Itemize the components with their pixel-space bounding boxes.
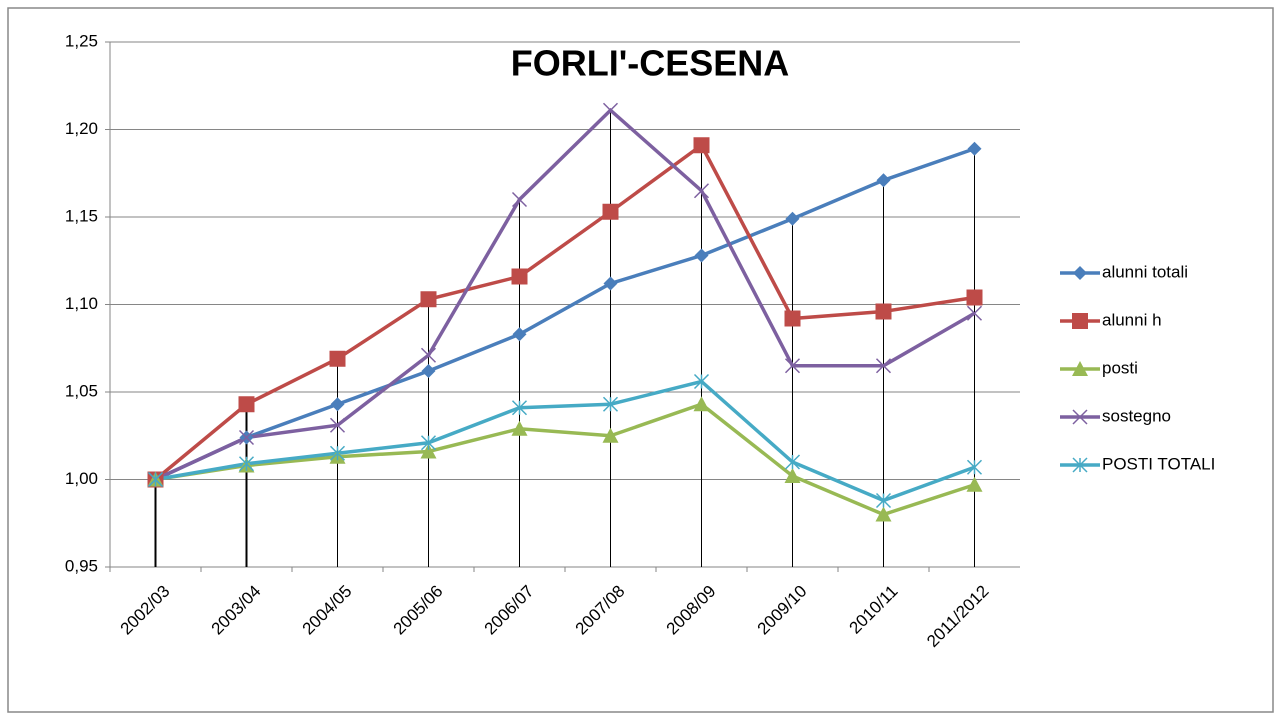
- point: [966, 476, 983, 492]
- legend-marker: [1072, 361, 1088, 376]
- point: [238, 396, 255, 413]
- legend-label: alunni h: [1102, 310, 1162, 329]
- point: [785, 211, 800, 226]
- point: [967, 141, 982, 156]
- point: [602, 427, 619, 443]
- series-line: [154, 147, 976, 482]
- point: [875, 303, 892, 320]
- point: [329, 350, 346, 367]
- point: [966, 305, 983, 321]
- point: [238, 456, 255, 472]
- point: [421, 364, 436, 378]
- point: [693, 373, 710, 390]
- series-line: [154, 142, 975, 481]
- y-tick-label: 1,20: [65, 119, 98, 138]
- point: [693, 396, 710, 412]
- point: [238, 429, 255, 446]
- chart-border: [7, 7, 1274, 713]
- legend-label: sostegno: [1102, 406, 1171, 425]
- y-tick-label: 1,15: [65, 206, 98, 225]
- legend-marker: [1073, 266, 1087, 280]
- point: [330, 397, 345, 412]
- point: [693, 137, 710, 154]
- point: [784, 468, 801, 483]
- point: [511, 268, 528, 285]
- point: [876, 173, 891, 188]
- y-tick-label: 1,10: [65, 294, 98, 313]
- point: [875, 492, 892, 509]
- point: [694, 248, 709, 263]
- series-line: [155, 379, 976, 503]
- point: [511, 420, 528, 436]
- point: [420, 347, 437, 363]
- point: [966, 289, 983, 306]
- point: [784, 310, 801, 327]
- series-line: [154, 107, 976, 482]
- y-tick-label: 1,00: [65, 469, 98, 488]
- point: [966, 459, 983, 475]
- y-tick-label: 1,25: [65, 31, 98, 50]
- point: [602, 396, 619, 412]
- point: [784, 454, 801, 470]
- point: [602, 203, 619, 220]
- chart-title: FORLI'-CESENA: [511, 43, 790, 84]
- legend-label: alunni totali: [1102, 262, 1188, 281]
- point: [420, 435, 437, 451]
- point: [512, 327, 527, 342]
- legend-marker: [1072, 313, 1088, 329]
- point: [329, 445, 346, 461]
- point: [511, 400, 528, 416]
- point: [511, 191, 528, 208]
- point: [875, 506, 892, 522]
- y-tick-label: 1,05: [65, 381, 98, 400]
- point: [147, 471, 164, 488]
- legend-marker: [1072, 457, 1088, 473]
- point: [420, 291, 437, 308]
- point: [875, 358, 892, 374]
- legend-label: POSTI TOTALI: [1102, 454, 1215, 473]
- point: [784, 358, 801, 374]
- point: [420, 443, 437, 459]
- legend-label: posti: [1102, 358, 1138, 377]
- point: [693, 183, 710, 199]
- legend-marker: [1072, 409, 1088, 425]
- series-line: [155, 402, 976, 517]
- point: [602, 102, 619, 118]
- point: [329, 417, 346, 433]
- y-tick-label: 0,95: [65, 556, 98, 575]
- point: [603, 276, 618, 291]
